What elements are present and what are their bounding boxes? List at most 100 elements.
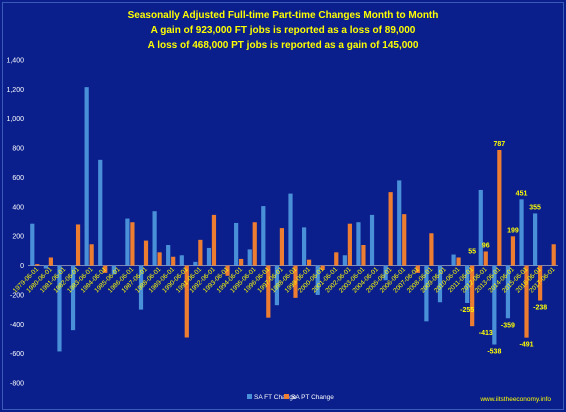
y-tick-label: 200	[12, 234, 24, 241]
chart-title-line-2: A gain of 923,000 FT jobs is reported as…	[151, 25, 416, 36]
bar-pt-change	[415, 265, 420, 273]
bar-pt-change	[293, 265, 298, 298]
bar-ft-change	[57, 265, 62, 352]
bar-ft-change	[437, 265, 443, 303]
y-tick-label: 0	[20, 263, 24, 270]
bar-ft-change	[519, 199, 524, 266]
bar-ft-change	[206, 247, 212, 266]
legend-swatch-ft	[247, 394, 252, 399]
bar-ft-change	[166, 244, 171, 266]
bar-ft-change	[43, 265, 48, 269]
bar-pt-change	[89, 244, 94, 266]
bar-pt-change	[510, 236, 516, 266]
data-label: 55	[468, 248, 476, 255]
bar-pt-change	[279, 228, 285, 266]
data-label: 451	[516, 190, 528, 197]
bar-pt-change	[470, 265, 475, 327]
bar-ft-change	[247, 249, 252, 266]
bar-ft-change	[369, 214, 375, 266]
bar-pt-change	[252, 222, 257, 266]
bar-ft-change	[478, 189, 483, 266]
chart-title-line-3: A loss of 468,000 PT jobs is reported as…	[148, 40, 419, 51]
bar-ft-change	[152, 211, 157, 266]
bar-pt-change	[48, 257, 53, 266]
bar-ft-change	[70, 265, 76, 331]
bar-pt-change	[184, 265, 189, 338]
bar-ft-change	[234, 222, 239, 266]
bar-ft-change	[397, 180, 402, 266]
bar-ft-change	[356, 222, 361, 266]
bar-ft-change	[315, 265, 320, 295]
data-label: -255	[460, 307, 474, 314]
data-label: -538	[487, 349, 501, 356]
bar-pt-change	[402, 214, 407, 266]
bar-pt-change	[483, 251, 488, 266]
y-tick-label: -400	[10, 322, 24, 329]
bar-pt-change	[524, 265, 529, 338]
bar-pt-change	[211, 214, 217, 266]
bar-ft-change	[342, 255, 347, 266]
bar-pt-change	[225, 265, 230, 276]
bar-ft-change	[179, 255, 184, 266]
bar-pt-change	[320, 265, 325, 270]
bar-ft-change	[274, 265, 280, 306]
bar-pt-change	[35, 264, 40, 266]
bar-pt-change	[143, 240, 149, 266]
bar-ft-change	[301, 227, 307, 266]
bar-pt-change	[198, 239, 203, 266]
legend-label-pt: SA PT Change	[291, 394, 334, 401]
bar-ft-change	[98, 159, 103, 266]
data-label: 787	[494, 141, 506, 148]
bar-ft-change	[451, 254, 456, 266]
bar-pt-change	[334, 252, 339, 266]
chart-title-line-1: Seasonally Adjusted Full-time Part-time …	[128, 10, 439, 21]
y-tick-label: 400	[12, 204, 24, 211]
y-tick-label: -200	[10, 292, 24, 299]
bar-ft-change	[111, 265, 116, 275]
bar-pt-change	[538, 265, 543, 301]
y-tick-label: -600	[10, 351, 24, 358]
bar-pt-change	[388, 192, 393, 266]
bar-pt-change	[239, 258, 244, 266]
y-tick-label: 600	[12, 175, 24, 182]
bar-ft-change	[465, 265, 470, 303]
y-tick-label: 800	[12, 146, 24, 153]
bar-ft-change	[288, 193, 293, 266]
bar-ft-change	[30, 223, 35, 266]
bar-ft-change	[533, 213, 538, 266]
bar-ft-change	[125, 218, 130, 266]
legend-swatch-pt	[284, 394, 289, 399]
data-label: -238	[533, 304, 547, 311]
bar-pt-change	[429, 233, 434, 266]
bar-ft-change	[505, 265, 511, 319]
bar-ft-change	[138, 265, 144, 310]
bar-ft-change	[492, 265, 497, 345]
bar-ft-change	[424, 265, 429, 322]
bar-pt-change	[551, 244, 556, 266]
bar-ft-change	[84, 87, 89, 266]
bar-pt-change	[347, 223, 352, 266]
bar-pt-change	[171, 256, 176, 266]
bar-pt-change	[75, 224, 81, 266]
bar-pt-change	[456, 257, 461, 266]
bar-ft-change	[261, 206, 266, 266]
data-label: -413	[479, 330, 493, 337]
data-label: 355	[529, 204, 541, 211]
bar-pt-change	[497, 150, 502, 266]
bar-pt-change	[266, 265, 271, 318]
bar-pt-change	[130, 222, 135, 266]
y-tick-label: -800	[10, 381, 24, 388]
data-label: 96	[482, 242, 490, 249]
data-label: 199	[507, 227, 519, 234]
bar-ft-change	[193, 261, 198, 266]
bar-ft-change	[383, 265, 388, 281]
y-tick-label: 1,200	[6, 87, 24, 94]
bar-pt-change	[157, 252, 162, 266]
y-tick-label: 1,400	[6, 58, 24, 65]
website-label: www.iitstheeconomy.info	[479, 396, 551, 403]
